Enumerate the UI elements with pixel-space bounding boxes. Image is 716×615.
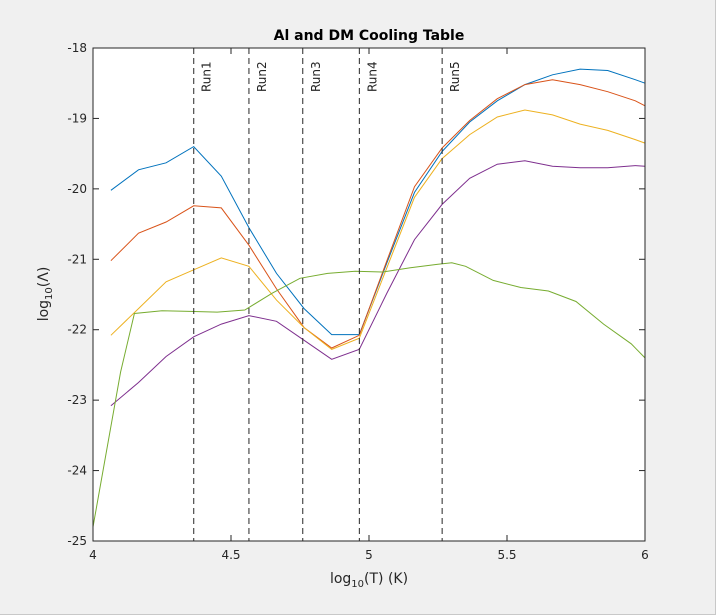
y-tick-label-8: -18 (67, 41, 87, 55)
run-marker-label-5: Run5 (448, 61, 462, 92)
y-tick-label-1: -25 (67, 534, 87, 548)
series-layer (92, 68, 646, 527)
x-tick-label-3: 5 (365, 548, 373, 562)
y-axis-label-sub: 10 (44, 287, 55, 300)
plot-area (93, 48, 645, 541)
x-axis-label-pre: log (330, 571, 351, 587)
run-marker-label-2: Run2 (255, 61, 269, 92)
x-tick-label-1: 4 (89, 548, 97, 562)
run-marker-label-1: Run1 (200, 61, 214, 92)
series-line-5 (92, 262, 646, 527)
y-tick-label-5: -21 (67, 252, 87, 266)
y-axis-label-post: (Λ) (36, 267, 52, 288)
run-marker-label-4: Run4 (365, 61, 379, 92)
series-line-1 (110, 68, 646, 336)
y-tick-label-7: -19 (67, 111, 87, 125)
series-line-3 (110, 109, 646, 350)
x-tick-label-4: 5.5 (497, 548, 516, 562)
run-marker-label-3: Run3 (309, 61, 323, 92)
chart-title: Al and DM Cooling Table (274, 28, 465, 44)
y-tick-label-4: -22 (67, 323, 87, 337)
tick-layer: 4 4.5 5 5.5 6 -25 -24 -23 -22 -21 -20 -19 -18 (67, 41, 648, 562)
y-tick-label-2: -24 (67, 464, 87, 478)
series-line-4 (110, 160, 646, 407)
series-line-2 (110, 79, 646, 349)
x-axis-label-sub: 10 (351, 579, 364, 590)
x-tick-label-5: 6 (641, 548, 649, 562)
y-tick-label-3: -23 (67, 393, 87, 407)
y-tick-label-6: -20 (67, 182, 87, 196)
x-tick-label-2: 4.5 (221, 548, 240, 562)
x-axis-label: log10(T) (K) (330, 571, 408, 590)
y-axis-label-pre: log (36, 300, 52, 321)
x-axis-label-post: (T) (K) (364, 571, 408, 587)
y-axis-label: log10(Λ) (36, 267, 55, 322)
run-marker-layer: Run1 Run2 Run3 Run4 Run5 (193, 48, 462, 541)
